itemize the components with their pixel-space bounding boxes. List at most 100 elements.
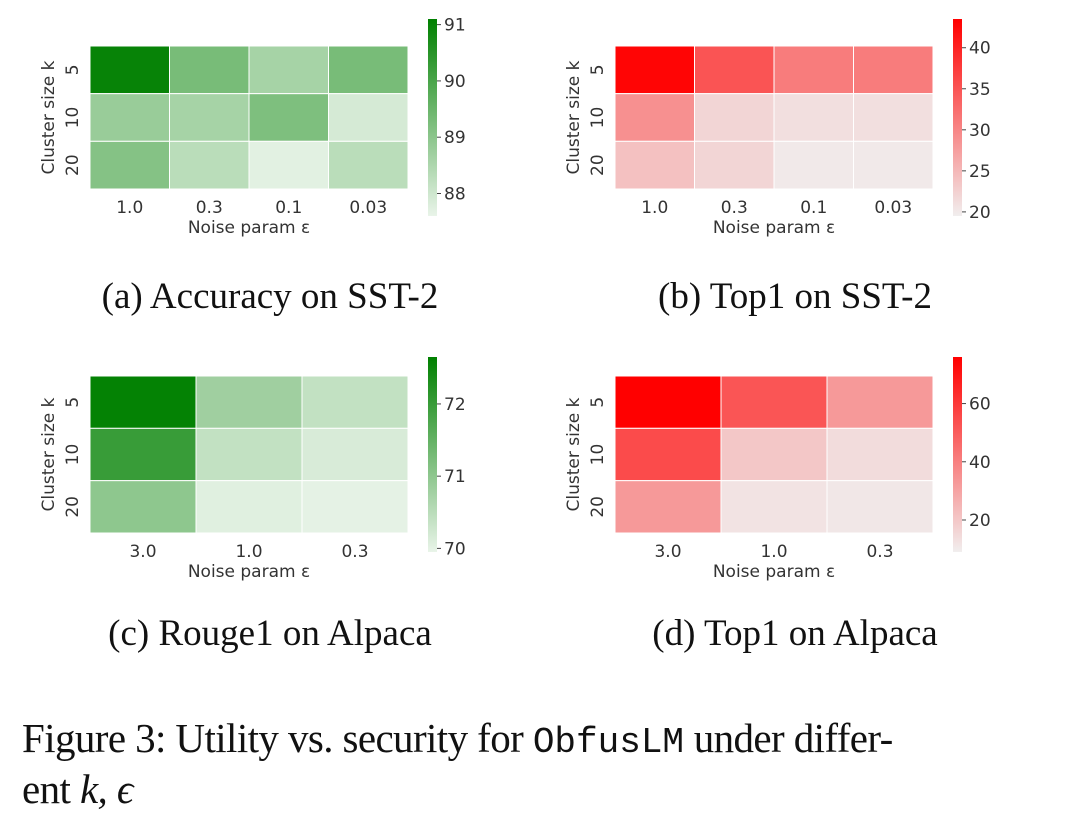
heatmap-cell	[826, 375, 934, 429]
heatmap-cell	[301, 375, 409, 429]
y-tick-label: 5	[588, 397, 608, 408]
colorbar	[428, 357, 437, 552]
y-tick-label: 10	[63, 444, 83, 466]
colorbar-tick-label: 88	[444, 184, 466, 204]
heatmap-cell	[694, 140, 775, 190]
colorbar-tick-label: 30	[969, 121, 991, 141]
figure-caption-prefix: Figure 3: Utility vs. security for	[22, 715, 533, 761]
heatmap-cell	[89, 375, 197, 429]
heatmap-cell	[301, 427, 409, 482]
x-tick-label: 1.0	[235, 542, 262, 562]
heatmap-cell	[614, 93, 695, 142]
x-tick-label: 0.03	[349, 198, 387, 218]
y-tick-label: 20	[588, 496, 608, 518]
heatmap-cell	[614, 480, 722, 534]
x-tick-label: 1.0	[116, 198, 143, 218]
figure-caption-line2: ent k, ϵ	[22, 765, 133, 813]
colorbar	[953, 19, 962, 216]
heatmap-cell	[248, 45, 329, 95]
colorbar-tick-label: 35	[969, 80, 991, 100]
y-axis-label: Cluster size k	[39, 60, 59, 174]
heatmap-cell	[826, 427, 934, 482]
colorbar-tick-label: 89	[444, 128, 466, 148]
figure-caption-suffix: under differ-	[684, 715, 894, 761]
figure-caption-math: k, ϵ	[79, 766, 133, 812]
figure-caption-line2-text: ent	[22, 766, 80, 812]
heatmap-cell	[614, 140, 695, 190]
method-name: ObfusLM	[532, 722, 685, 763]
y-axis-label: Cluster size k	[564, 397, 584, 511]
heatmap-cell	[89, 45, 170, 95]
colorbar-tick-label: 91	[444, 16, 466, 36]
heatmap-cell	[773, 140, 854, 190]
y-axis-label: Cluster size k	[564, 60, 584, 174]
colorbar-tick-label: 40	[969, 39, 991, 59]
x-axis-label: Noise param ε	[713, 562, 835, 582]
caption-c: (c) Rouge1 on Alpaca	[108, 613, 432, 654]
heatmap-cell	[248, 140, 329, 190]
x-tick-label: 0.3	[866, 542, 893, 562]
heatmap-cell	[89, 93, 170, 142]
colorbar-tick-label: 70	[444, 539, 466, 559]
caption-b: (b) Top1 on SST-2	[658, 276, 932, 317]
colorbar-tick-label: 71	[444, 467, 466, 487]
heatmap-cell	[89, 140, 170, 190]
heatmap-cell	[169, 45, 250, 95]
y-tick-label: 20	[63, 154, 83, 176]
colorbar-tick-label: 60	[969, 395, 991, 415]
heatmap-cell	[853, 140, 934, 190]
x-axis-label: Noise param ε	[713, 218, 835, 238]
heatmap-cell	[614, 45, 695, 95]
heatmap-cell	[614, 427, 722, 482]
y-tick-label: 5	[63, 397, 83, 408]
colorbar-tick-label: 20	[969, 511, 991, 531]
colorbar-tick-label: 72	[444, 395, 466, 415]
x-axis-label: Noise param ε	[188, 562, 310, 582]
x-tick-label: 3.0	[129, 542, 156, 562]
heatmap-cell	[694, 45, 775, 95]
heatmap-cell	[169, 93, 250, 142]
caption-a: (a) Accuracy on SST-2	[101, 276, 439, 317]
y-tick-label: 10	[588, 444, 608, 466]
y-tick-label: 20	[63, 496, 83, 518]
caption-d: (d) Top1 on Alpaca	[652, 613, 938, 654]
colorbar-tick-label: 40	[969, 453, 991, 473]
heatmap-cell	[195, 375, 303, 429]
colorbar-tick-label: 90	[444, 72, 466, 92]
y-tick-label: 5	[588, 64, 608, 75]
heatmap-grid: 1.0 0.3 0.1 0.03 5 10 20 Noise param ε Cluster s…	[39, 16, 991, 582]
x-tick-label: 1.0	[760, 542, 787, 562]
heatmap-cell	[328, 45, 409, 95]
heatmap-cell	[826, 480, 934, 534]
colorbar	[428, 19, 437, 216]
y-tick-label: 10	[63, 107, 83, 129]
heatmap-cell	[694, 93, 775, 142]
heatmap-cell	[195, 427, 303, 482]
heatmap-cell	[853, 45, 934, 95]
heatmap-cell	[853, 93, 934, 142]
colorbar-tick-label: 20	[969, 203, 991, 223]
heatmap-cell	[614, 375, 722, 429]
heatmap-cell	[301, 480, 409, 534]
colorbar	[953, 357, 962, 552]
x-tick-label: 0.03	[874, 198, 912, 218]
heatmap-cell	[773, 93, 854, 142]
heatmap-cell	[89, 480, 197, 534]
y-tick-label: 10	[588, 107, 608, 129]
heatmap-cell	[720, 480, 828, 534]
heatmap-cell	[89, 427, 197, 482]
x-tick-label: 1.0	[641, 198, 668, 218]
heatmap-cell	[720, 427, 828, 482]
colorbar-tick-label: 25	[969, 162, 991, 182]
y-tick-label: 20	[588, 154, 608, 176]
heatmap-cell	[328, 93, 409, 142]
heatmap-cell	[169, 140, 250, 190]
heatmap-cell	[248, 93, 329, 142]
x-tick-label: 0.3	[341, 542, 368, 562]
heatmap-cell	[720, 375, 828, 429]
x-tick-label: 0.3	[721, 198, 748, 218]
heatmap-cell	[195, 480, 303, 534]
x-tick-label: 0.1	[275, 198, 302, 218]
figure-caption-line1: Figure 3: Utility vs. security for Obfus…	[22, 714, 893, 763]
x-tick-label: 0.1	[800, 198, 827, 218]
